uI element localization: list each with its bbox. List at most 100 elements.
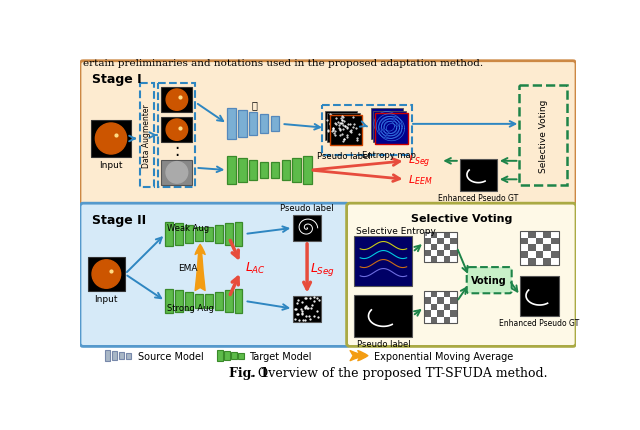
Bar bbox=[238, 159, 246, 183]
Bar bbox=[293, 296, 321, 322]
Bar bbox=[444, 304, 450, 310]
Text: Source Model: Source Model bbox=[138, 351, 204, 361]
Bar bbox=[227, 109, 236, 140]
Bar bbox=[424, 298, 431, 304]
Text: ·: · bbox=[174, 139, 179, 157]
Bar bbox=[271, 117, 279, 132]
Bar bbox=[125, 353, 131, 359]
Text: $\mathit{L}_{AC}$: $\mathit{L}_{AC}$ bbox=[244, 260, 266, 275]
Bar bbox=[520, 231, 528, 238]
FancyBboxPatch shape bbox=[80, 61, 576, 206]
Bar bbox=[520, 252, 528, 258]
Bar bbox=[119, 352, 124, 359]
Bar bbox=[551, 238, 559, 245]
Bar bbox=[444, 298, 450, 304]
Bar bbox=[520, 245, 528, 252]
Bar bbox=[227, 157, 236, 184]
Bar bbox=[375, 114, 408, 144]
Bar bbox=[373, 111, 406, 142]
Text: Input: Input bbox=[99, 161, 123, 170]
Text: Target Model: Target Model bbox=[249, 351, 312, 361]
Bar bbox=[450, 298, 457, 304]
Text: Selective Voting: Selective Voting bbox=[411, 214, 512, 224]
Bar bbox=[444, 256, 450, 262]
Bar bbox=[175, 291, 183, 312]
Bar bbox=[437, 304, 444, 310]
Circle shape bbox=[95, 124, 127, 155]
Bar bbox=[431, 250, 437, 256]
Bar bbox=[205, 294, 212, 308]
Bar bbox=[424, 291, 431, 298]
Bar bbox=[431, 291, 437, 298]
Bar bbox=[528, 245, 536, 252]
Bar bbox=[551, 258, 559, 265]
Bar bbox=[282, 161, 290, 181]
Bar bbox=[431, 239, 437, 245]
Bar bbox=[165, 222, 173, 247]
Bar bbox=[424, 310, 431, 317]
Bar bbox=[431, 298, 437, 304]
Bar bbox=[431, 245, 437, 250]
FancyBboxPatch shape bbox=[467, 267, 511, 294]
Bar bbox=[437, 310, 444, 317]
Text: 🔒: 🔒 bbox=[252, 100, 257, 110]
Bar bbox=[450, 233, 457, 239]
Bar bbox=[536, 258, 543, 265]
Text: Pseudo label: Pseudo label bbox=[280, 203, 334, 212]
Bar bbox=[431, 304, 437, 310]
Bar bbox=[215, 226, 223, 243]
Bar bbox=[450, 245, 457, 250]
Bar bbox=[460, 159, 497, 191]
Bar bbox=[450, 310, 457, 317]
Bar bbox=[175, 224, 183, 245]
Bar bbox=[260, 115, 268, 134]
Bar bbox=[371, 109, 403, 140]
Bar bbox=[260, 163, 268, 179]
Text: . Overview of the proposed TT-SFUDA method.: . Overview of the proposed TT-SFUDA meth… bbox=[250, 366, 548, 379]
Bar bbox=[528, 238, 536, 245]
Bar bbox=[249, 161, 257, 181]
Bar bbox=[536, 252, 543, 258]
Bar bbox=[424, 233, 431, 239]
Bar bbox=[444, 233, 450, 239]
Text: ·: · bbox=[174, 147, 179, 165]
Text: Input: Input bbox=[95, 295, 118, 303]
Bar bbox=[431, 233, 437, 239]
Bar bbox=[444, 317, 450, 323]
Text: Enhanced Pseudo GT: Enhanced Pseudo GT bbox=[499, 318, 580, 327]
Bar bbox=[224, 351, 230, 360]
Bar bbox=[161, 161, 193, 186]
Bar bbox=[444, 239, 450, 245]
Text: EMA: EMA bbox=[178, 263, 198, 272]
Bar bbox=[271, 163, 279, 179]
Bar bbox=[88, 258, 125, 291]
Text: $\mathit{L}_{Seg}$: $\mathit{L}_{Seg}$ bbox=[310, 260, 335, 277]
Bar bbox=[217, 350, 223, 361]
Bar bbox=[249, 113, 257, 136]
Bar bbox=[235, 222, 243, 247]
Bar bbox=[355, 236, 412, 286]
Bar bbox=[424, 245, 431, 250]
Bar bbox=[543, 258, 551, 265]
Bar bbox=[437, 298, 444, 304]
FancyBboxPatch shape bbox=[80, 204, 349, 347]
Bar bbox=[437, 233, 444, 239]
Bar bbox=[161, 118, 193, 143]
Bar bbox=[536, 231, 543, 238]
Text: Pseudo label: Pseudo label bbox=[317, 151, 371, 160]
Bar bbox=[444, 291, 450, 298]
Bar bbox=[520, 86, 568, 186]
Bar bbox=[543, 245, 551, 252]
Bar bbox=[424, 256, 431, 262]
Bar bbox=[238, 353, 244, 359]
Bar bbox=[225, 291, 232, 312]
Bar bbox=[437, 256, 444, 262]
Bar bbox=[293, 215, 321, 241]
Bar bbox=[431, 310, 437, 317]
Bar bbox=[520, 276, 559, 316]
Bar bbox=[185, 292, 193, 310]
Bar bbox=[450, 317, 457, 323]
Bar bbox=[161, 88, 193, 113]
Bar bbox=[551, 245, 559, 252]
Bar bbox=[437, 239, 444, 245]
